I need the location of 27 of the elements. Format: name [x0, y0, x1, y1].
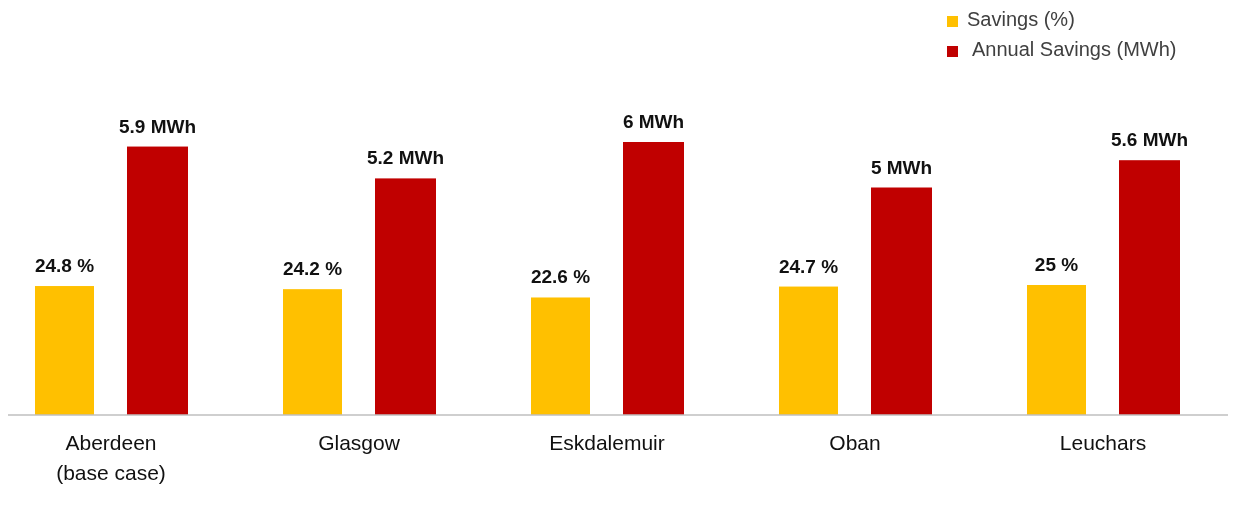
x-tick-label: Oban — [829, 431, 881, 454]
data-label: 24.7 % — [778, 255, 839, 277]
x-tick-label: Aberdeen (base case) — [56, 431, 166, 484]
data-label: 25 % — [1034, 254, 1079, 275]
data-label: 5.9 MWh — [118, 115, 197, 137]
legend-label: Annual Savings (MWh) — [972, 38, 1177, 60]
bar — [1119, 160, 1180, 415]
data-label: 5 MWh — [870, 156, 933, 178]
bar — [283, 289, 342, 415]
bar — [35, 286, 94, 415]
data-label: 6 MWh — [622, 111, 685, 132]
bar — [127, 146, 188, 415]
data-label: 24.2 % — [282, 258, 343, 280]
x-tick-label: Glasgow — [318, 431, 401, 454]
x-tick-label: Leuchars — [1059, 431, 1147, 454]
bar — [375, 178, 436, 415]
bar — [779, 286, 838, 415]
bar — [531, 297, 590, 415]
bar — [623, 142, 684, 415]
data-label: 22.6 % — [530, 266, 591, 288]
legend-label: Savings (%) — [967, 8, 1075, 30]
bar — [1027, 285, 1086, 415]
data-label: 5.6 MWh — [1110, 129, 1189, 151]
data-label: 24.8 % — [34, 255, 95, 277]
data-label: 5.2 MWh — [366, 147, 445, 169]
x-tick-label: Eskdalemuir — [549, 431, 665, 454]
bar — [871, 187, 932, 415]
